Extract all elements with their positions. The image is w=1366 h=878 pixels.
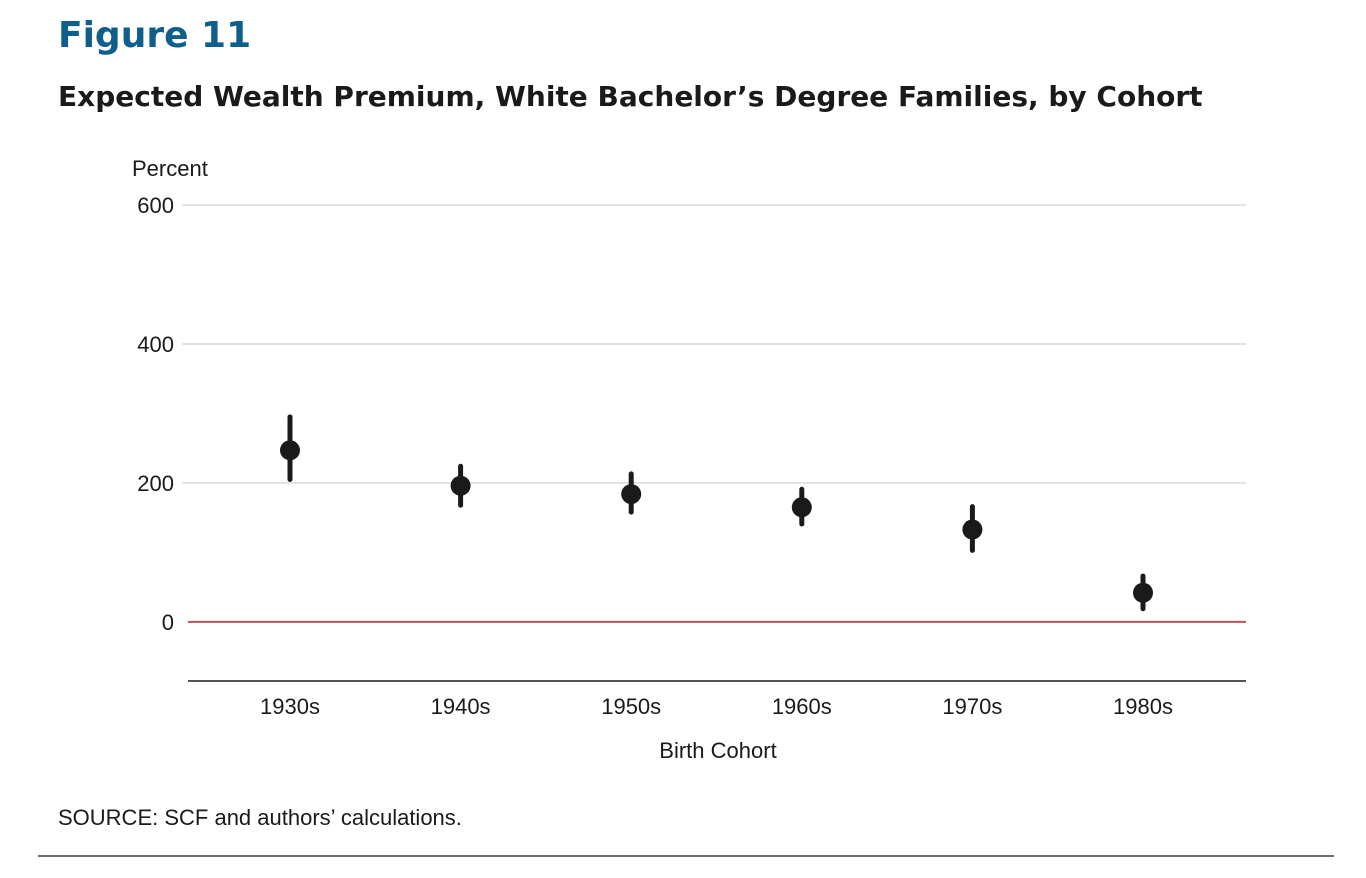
y-tick-label-0: 0: [162, 610, 174, 635]
data-point-1930s: [280, 440, 300, 461]
data-points: [280, 414, 1153, 612]
x-tick-label-1930s: 1930s: [260, 694, 320, 719]
y-tick-label-200: 200: [137, 471, 174, 496]
x-tick-labels: 1930s 1940s 1950s 1960s 1970s 1980s: [260, 694, 1173, 719]
y-tick-label-600: 600: [137, 193, 174, 218]
source-note: SOURCE: SCF and authors’ calculations.: [58, 805, 462, 830]
data-point-1980s: [1133, 582, 1153, 603]
data-point-1940s: [450, 475, 471, 496]
x-tick-label-1940s: 1940s: [431, 694, 491, 719]
data-point-1970s: [962, 519, 983, 540]
x-tick-label-1960s: 1960s: [772, 694, 832, 719]
x-axis-label: Birth Cohort: [659, 738, 776, 763]
x-tick-label-1970s: 1970s: [942, 694, 1002, 719]
figure-label: Figure 11: [58, 15, 252, 56]
x-tick-label-1950s: 1950s: [601, 694, 661, 719]
bottom-divider: [38, 855, 1334, 857]
gridlines: [182, 204, 1246, 484]
chart-title: Expected Wealth Premium, White Bachelor’…: [58, 80, 1203, 113]
y-tick-label-400: 400: [137, 332, 174, 357]
y-axis-label: Percent: [132, 156, 208, 181]
data-point-1960s: [791, 497, 812, 518]
y-tick-labels: 0 200 400 600: [137, 193, 174, 635]
x-tick-label-1980s: 1980s: [1113, 694, 1173, 719]
data-point-1950s: [621, 484, 642, 505]
